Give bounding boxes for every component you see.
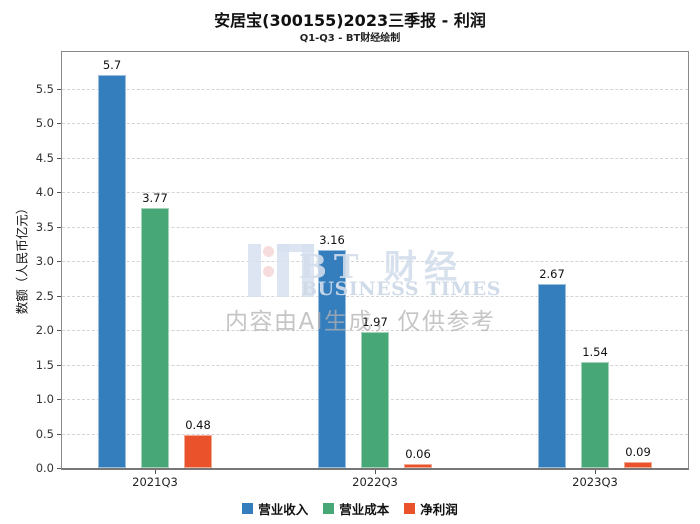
bar-value-label: 3.77 (142, 191, 168, 205)
bt-logo-bar (248, 244, 261, 297)
y-tick-label: 2.5 (35, 289, 54, 303)
x-tick-mark (375, 470, 376, 474)
y-tick-label: 5.5 (35, 82, 54, 96)
y-tick-label: 1.0 (35, 392, 54, 406)
bar-净利润-2022Q3 (404, 464, 432, 468)
bar-净利润-2023Q3 (624, 462, 652, 468)
y-tick-label: 3.0 (35, 254, 54, 268)
bt-logo-dot (263, 266, 274, 277)
y-tick-mark (57, 89, 61, 90)
y-tick-mark (57, 365, 61, 366)
x-tick-mark (155, 470, 156, 474)
gridline (62, 296, 688, 297)
gridline (62, 227, 688, 228)
y-tick-mark (57, 227, 61, 228)
bt-logo-dot (263, 246, 274, 257)
x-tick-label: 2021Q3 (132, 475, 178, 489)
bt-logo-pi-leg (277, 244, 289, 297)
bar-营业收入-2021Q3 (98, 75, 126, 468)
y-tick-label: 4.0 (35, 185, 54, 199)
y-tick-label: 0.0 (35, 461, 54, 475)
bar-净利润-2021Q3 (184, 435, 212, 468)
y-tick-mark (57, 434, 61, 435)
chart-subtitle: Q1-Q3 - BT财经绘制 (299, 33, 401, 44)
bar-营业收入-2023Q3 (538, 284, 566, 468)
gridline (62, 192, 688, 193)
y-tick-label: 2.0 (35, 323, 54, 337)
y-tick-mark (57, 261, 61, 262)
y-tick-label: 5.0 (35, 116, 54, 130)
y-tick-label: 1.5 (35, 358, 54, 372)
bar-value-label: 5.7 (102, 58, 122, 72)
legend-label: 营业收入 (258, 502, 309, 517)
bar-营业收入-2022Q3 (318, 250, 346, 468)
gridline (62, 123, 688, 124)
bar-value-label: 2.67 (539, 267, 565, 281)
legend-item-营业成本: 营业成本 (323, 499, 389, 518)
bar-value-label: 1.54 (582, 345, 608, 359)
bt-logo-pi-leg (302, 244, 314, 297)
bar-value-label: 0.48 (185, 418, 211, 432)
y-tick-mark (57, 330, 61, 331)
bar-营业成本-2021Q3 (141, 208, 169, 468)
y-tick-mark (57, 399, 61, 400)
legend-marker-icon (242, 503, 254, 514)
legend-label: 营业成本 (339, 502, 390, 517)
bar-value-label: 1.97 (362, 315, 388, 329)
chart-title: 安居宝(300155)2023三季报 - 利润 (214, 11, 486, 30)
gridline (62, 89, 688, 90)
y-tick-label: 0.5 (35, 427, 54, 441)
x-tick-label: 2023Q3 (572, 475, 618, 489)
legend-label: 净利润 (420, 502, 458, 517)
x-tick-label: 2022Q3 (352, 475, 398, 489)
plot-area: BT 财经 BUSINESS TIMES 内容由AI生成，仅供参考 0.0 0.5… (36, 51, 689, 489)
bar-value-label: 3.16 (319, 233, 345, 247)
bar-营业成本-2022Q3 (361, 332, 389, 468)
y-tick-label: 3.5 (35, 220, 54, 234)
legend-marker-icon (323, 503, 335, 514)
legend-marker-icon (404, 503, 416, 514)
gridline (62, 158, 688, 159)
legend-item-净利润: 净利润 (404, 499, 458, 518)
y-tick-mark (57, 158, 61, 159)
y-tick-label: 4.5 (35, 151, 54, 165)
gridline (62, 330, 688, 331)
legend-item-营业收入: 营业收入 (242, 499, 308, 518)
y-tick-mark (57, 192, 61, 193)
y-tick-mark (57, 296, 61, 297)
bar-营业成本-2023Q3 (581, 362, 609, 468)
legend: 营业收入 营业成本 净利润 (0, 499, 700, 518)
x-tick-mark (595, 470, 596, 474)
bar-value-label: 0.09 (625, 445, 651, 459)
y-tick-mark (57, 123, 61, 124)
bar-value-label: 0.06 (405, 447, 431, 461)
gridline (62, 261, 688, 262)
y-tick-mark (57, 468, 61, 469)
